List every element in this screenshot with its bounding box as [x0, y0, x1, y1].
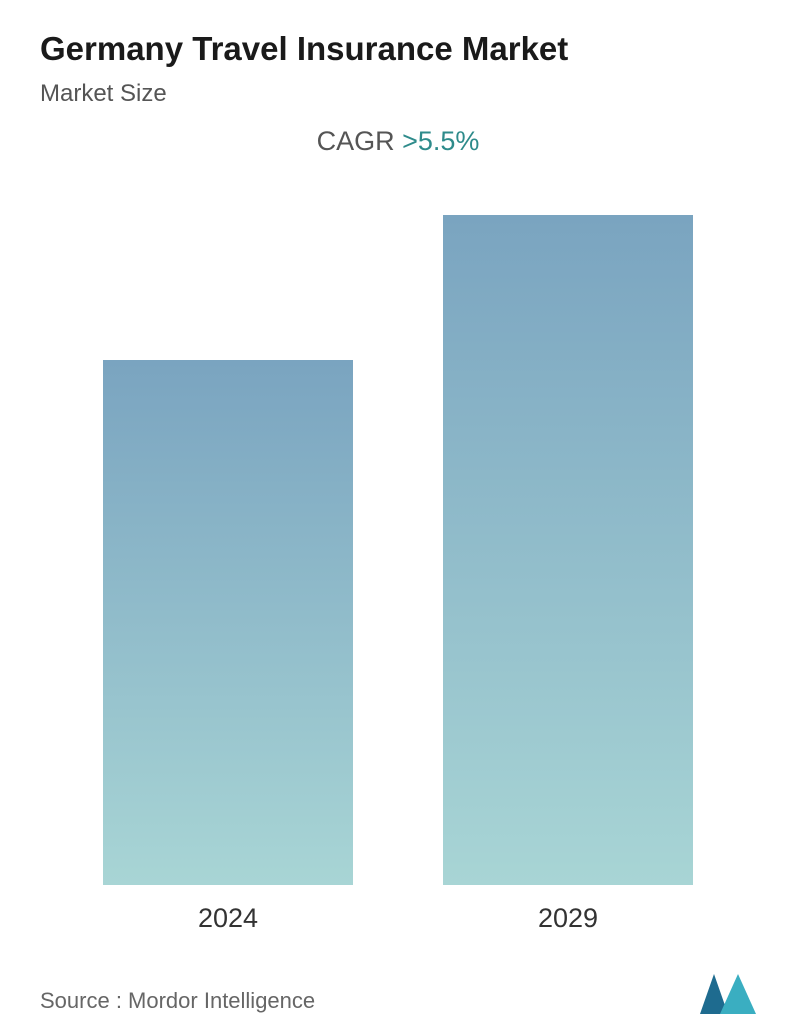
chart-container: Germany Travel Insurance Market Market S…: [0, 0, 796, 1034]
bar-1: [443, 215, 693, 885]
cagr-label: CAGR: [317, 126, 403, 156]
cagr-row: CAGR >5.5%: [40, 126, 756, 157]
bar-label-0: 2024: [198, 903, 258, 934]
bar-label-1: 2029: [538, 903, 598, 934]
footer: Source : Mordor Intelligence: [40, 974, 756, 1014]
chart-subtitle: Market Size: [40, 80, 756, 108]
bar-group-1: 2029: [443, 215, 693, 934]
mordor-logo-icon: [700, 974, 756, 1014]
bar-0: [103, 360, 353, 885]
source-text: Source : Mordor Intelligence: [40, 988, 315, 1014]
chart-area: 2024 2029: [40, 187, 756, 944]
chart-title: Germany Travel Insurance Market: [40, 30, 756, 68]
cagr-value: >5.5%: [402, 126, 479, 156]
bar-group-0: 2024: [103, 360, 353, 934]
